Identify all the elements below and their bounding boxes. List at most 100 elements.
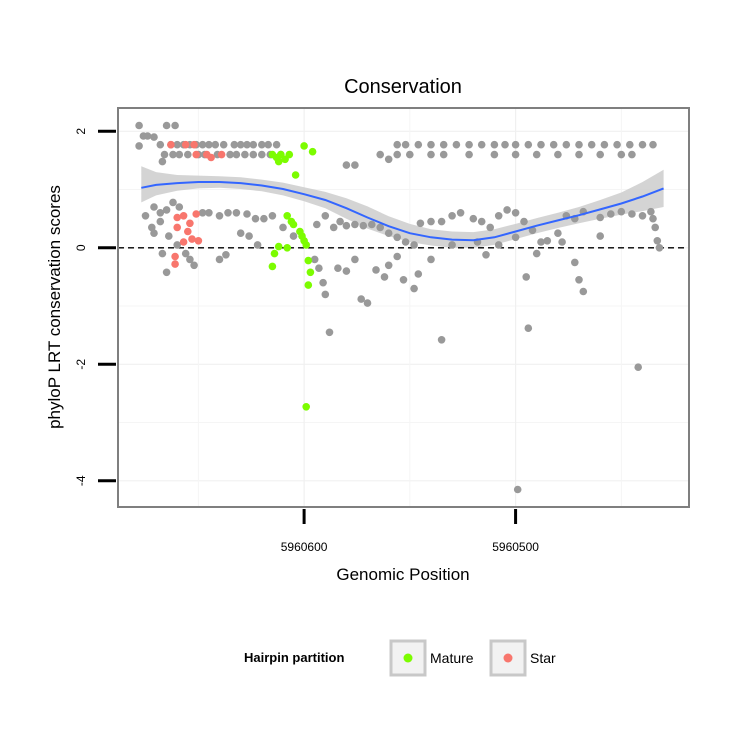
point-other — [524, 324, 533, 333]
point-other — [329, 223, 338, 232]
point-other — [617, 207, 626, 216]
point-other — [490, 150, 499, 159]
point-other — [249, 150, 258, 159]
point-other — [427, 217, 435, 226]
point-other — [482, 251, 490, 259]
point-other — [162, 268, 171, 277]
point-other — [198, 140, 207, 149]
point-other — [376, 150, 385, 159]
point-star — [217, 150, 226, 159]
x-axis: 5960600 5960500 — [281, 509, 539, 554]
point-mature — [306, 268, 315, 277]
point-other — [219, 140, 228, 149]
point-other — [655, 244, 664, 252]
point-other — [169, 198, 177, 207]
point-other — [148, 223, 156, 232]
point-other — [175, 203, 184, 211]
point-other — [243, 210, 251, 218]
point-other — [653, 237, 662, 245]
point-other — [524, 140, 533, 149]
point-other — [215, 255, 224, 264]
point-other — [211, 140, 220, 149]
point-other — [222, 251, 230, 259]
point-mature — [268, 262, 277, 271]
point-other — [184, 150, 192, 159]
point-other — [224, 209, 232, 217]
point-other — [511, 140, 520, 149]
point-other — [363, 299, 372, 307]
point-other — [649, 214, 657, 223]
point-other — [232, 209, 241, 217]
point-other — [351, 161, 359, 169]
point-other — [613, 140, 621, 149]
point-mature — [270, 249, 279, 258]
point-other — [401, 140, 410, 149]
point-other — [596, 232, 604, 240]
point-mature — [283, 212, 292, 220]
plot-panel — [117, 107, 690, 508]
point-other — [384, 261, 393, 270]
point-other — [236, 140, 245, 149]
point-mature — [308, 147, 317, 156]
point-other — [376, 223, 385, 232]
data-points — [135, 121, 664, 494]
point-mature — [291, 171, 300, 179]
point-other — [575, 140, 583, 149]
plot-background — [118, 108, 689, 507]
point-other — [162, 121, 171, 130]
point-other — [647, 207, 655, 216]
point-other — [393, 150, 402, 159]
point-other — [258, 150, 266, 159]
point-other — [587, 140, 596, 149]
point-other — [520, 217, 528, 226]
point-other — [272, 140, 281, 149]
legend: Hairpin partition Mature Star — [244, 639, 556, 677]
point-other — [513, 485, 522, 494]
point-other — [165, 232, 173, 240]
point-other — [230, 140, 239, 149]
legend-item-mature: Mature — [389, 639, 474, 677]
y-tick-label: -4 — [74, 475, 88, 486]
point-other — [490, 140, 499, 149]
point-other — [638, 140, 647, 149]
point-other — [562, 140, 571, 149]
point-star — [192, 150, 200, 159]
point-other — [315, 264, 323, 273]
point-other — [150, 229, 158, 237]
point-other — [158, 249, 167, 258]
point-other — [607, 210, 615, 218]
y-tick-label: 2 — [74, 128, 88, 135]
point-other — [249, 140, 258, 149]
point-other — [437, 336, 446, 344]
point-other — [649, 140, 657, 149]
point-star — [179, 238, 188, 246]
point-other — [141, 212, 150, 220]
point-other — [571, 258, 579, 267]
point-mature — [302, 241, 311, 249]
point-other — [549, 140, 558, 149]
point-other — [452, 140, 461, 149]
point-other — [173, 241, 181, 249]
point-other — [325, 328, 334, 337]
point-other — [427, 255, 435, 264]
point-other — [448, 212, 456, 220]
point-other — [477, 217, 486, 226]
point-other — [243, 140, 251, 149]
point-mature — [274, 157, 283, 166]
legend-label-mature: Mature — [430, 650, 474, 666]
point-star — [188, 235, 196, 243]
point-other — [245, 232, 253, 240]
point-other — [427, 140, 435, 149]
y-tick-label: 0 — [74, 244, 88, 251]
point-other — [198, 209, 207, 217]
point-star — [186, 219, 194, 228]
point-other — [205, 140, 213, 149]
point-other — [626, 140, 634, 149]
point-other — [380, 273, 389, 281]
y-tick-label: -2 — [74, 359, 88, 370]
point-other — [342, 267, 351, 275]
point-other — [628, 210, 636, 218]
point-other — [241, 150, 249, 159]
point-other — [393, 140, 402, 149]
point-other — [532, 150, 541, 159]
